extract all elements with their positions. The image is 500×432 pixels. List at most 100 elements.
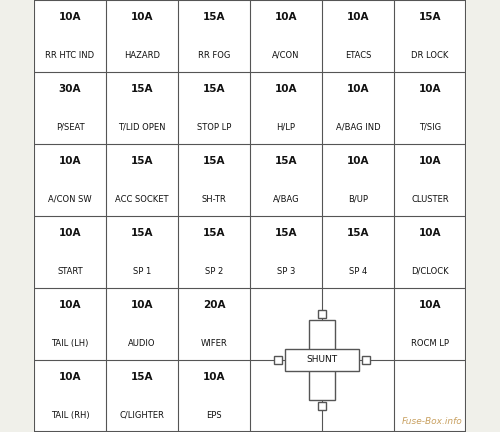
Text: SP 3: SP 3 — [277, 267, 295, 276]
Text: SP 4: SP 4 — [349, 267, 367, 276]
Bar — [322, 72, 394, 144]
Bar — [394, 360, 466, 432]
Bar — [394, 72, 466, 144]
Text: SP 2: SP 2 — [205, 267, 223, 276]
Text: EPS: EPS — [206, 411, 222, 420]
Text: H/LP: H/LP — [276, 123, 295, 132]
Bar — [178, 288, 250, 360]
Bar — [106, 216, 178, 288]
Text: 10A: 10A — [418, 83, 441, 94]
Text: 15A: 15A — [203, 83, 225, 94]
Text: 10A: 10A — [418, 299, 441, 310]
Bar — [250, 360, 322, 432]
Text: 10A: 10A — [59, 156, 81, 165]
Text: 20A: 20A — [203, 299, 225, 310]
Text: 10A: 10A — [346, 156, 369, 165]
Bar — [178, 72, 250, 144]
Text: TAIL (RH): TAIL (RH) — [50, 411, 90, 420]
Bar — [106, 72, 178, 144]
Bar — [318, 310, 326, 318]
Text: D/CLOCK: D/CLOCK — [411, 267, 449, 276]
Text: HAZARD: HAZARD — [124, 51, 160, 60]
Bar — [106, 288, 178, 360]
Text: 10A: 10A — [274, 12, 297, 22]
Text: A/CON: A/CON — [272, 51, 299, 60]
Bar — [318, 403, 326, 410]
Text: T/LID OPEN: T/LID OPEN — [118, 123, 166, 132]
Bar — [284, 349, 360, 371]
Text: Fuse-Box.info: Fuse-Box.info — [402, 417, 462, 426]
Text: C/LIGHTER: C/LIGHTER — [120, 411, 164, 420]
Bar — [309, 321, 335, 400]
Bar — [34, 72, 106, 144]
Bar — [34, 144, 106, 216]
Bar — [34, 360, 106, 432]
Text: ETACS: ETACS — [345, 51, 371, 60]
Text: B/UP: B/UP — [348, 195, 368, 204]
Bar — [34, 288, 106, 360]
Bar — [394, 288, 466, 360]
Text: 15A: 15A — [203, 228, 225, 238]
Text: AUDIO: AUDIO — [128, 339, 156, 348]
Text: P/SEAT: P/SEAT — [56, 123, 84, 132]
Text: 15A: 15A — [130, 156, 153, 165]
Text: A/BAG IND: A/BAG IND — [336, 123, 380, 132]
Text: SHUNT: SHUNT — [306, 356, 338, 365]
Text: 15A: 15A — [346, 228, 369, 238]
Text: ROCM LP: ROCM LP — [411, 339, 449, 348]
Text: 10A: 10A — [274, 83, 297, 94]
Bar — [322, 288, 394, 360]
Bar — [250, 0, 322, 72]
Bar — [250, 288, 322, 360]
Bar — [322, 216, 394, 288]
Bar — [322, 360, 394, 432]
Bar — [250, 72, 322, 144]
Text: 10A: 10A — [346, 83, 369, 94]
Bar — [250, 144, 322, 216]
Text: CLUSTER: CLUSTER — [411, 195, 449, 204]
Bar — [250, 216, 322, 288]
Bar — [362, 356, 370, 364]
Text: START: START — [57, 267, 83, 276]
Text: 15A: 15A — [130, 372, 153, 381]
Text: T/SIG: T/SIG — [419, 123, 441, 132]
Text: 15A: 15A — [130, 83, 153, 94]
Bar — [178, 0, 250, 72]
Text: RR HTC IND: RR HTC IND — [46, 51, 94, 60]
Text: 15A: 15A — [418, 12, 441, 22]
Text: 10A: 10A — [203, 372, 225, 381]
Text: 15A: 15A — [203, 156, 225, 165]
Text: DR LOCK: DR LOCK — [412, 51, 449, 60]
Text: 10A: 10A — [59, 372, 81, 381]
Bar — [34, 216, 106, 288]
Text: 15A: 15A — [274, 156, 297, 165]
Bar — [106, 0, 178, 72]
Text: 10A: 10A — [418, 156, 441, 165]
Text: A/CON SW: A/CON SW — [48, 195, 92, 204]
Text: WIFER: WIFER — [200, 339, 228, 348]
Bar — [178, 360, 250, 432]
Text: 15A: 15A — [203, 12, 225, 22]
Bar — [322, 0, 394, 72]
Text: 10A: 10A — [59, 228, 81, 238]
Bar — [394, 216, 466, 288]
Text: RR FOG: RR FOG — [198, 51, 230, 60]
Text: 10A: 10A — [418, 228, 441, 238]
Bar — [34, 0, 106, 72]
Text: ACC SOCKET: ACC SOCKET — [115, 195, 168, 204]
Bar — [178, 216, 250, 288]
Bar — [106, 360, 178, 432]
Text: 10A: 10A — [59, 12, 81, 22]
Text: 15A: 15A — [130, 228, 153, 238]
Text: 10A: 10A — [130, 12, 153, 22]
Bar — [106, 144, 178, 216]
Bar — [394, 0, 466, 72]
Text: STOP LP: STOP LP — [197, 123, 231, 132]
Text: 10A: 10A — [346, 12, 369, 22]
Bar — [178, 144, 250, 216]
Bar — [274, 356, 281, 364]
Text: 30A: 30A — [59, 83, 81, 94]
Text: 10A: 10A — [59, 299, 81, 310]
Bar — [394, 144, 466, 216]
Text: TAIL (LH): TAIL (LH) — [52, 339, 88, 348]
